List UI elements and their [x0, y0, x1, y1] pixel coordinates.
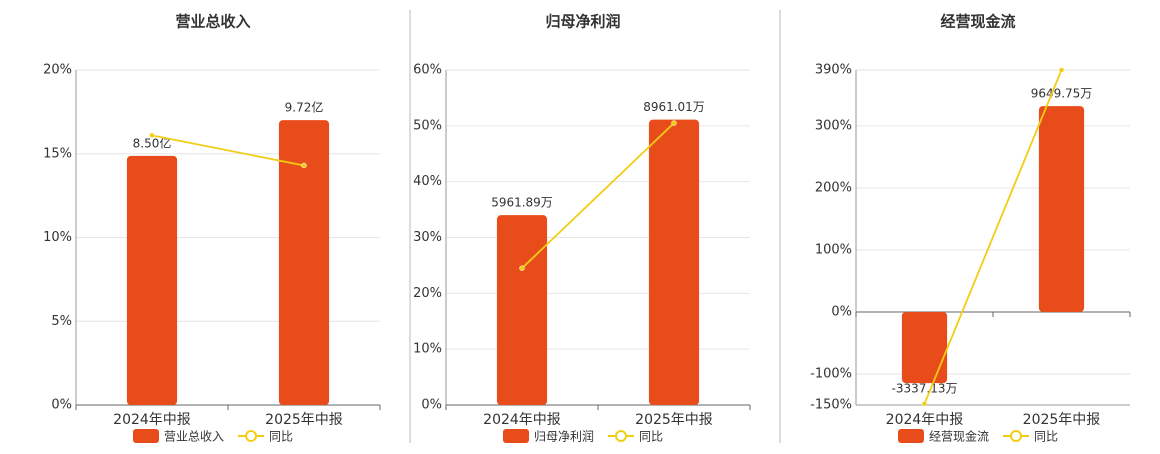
- legend-swatch: [133, 429, 159, 443]
- y-tick-label: 0%: [831, 304, 852, 319]
- line-point: [149, 132, 155, 139]
- legend-swatch: [245, 430, 257, 442]
- bar: [901, 311, 948, 384]
- y-tick-label: 300%: [815, 118, 852, 133]
- line-point: [921, 401, 928, 407]
- y-tick-label: 10%: [413, 342, 442, 357]
- y-tick-label: 60%: [413, 63, 442, 78]
- x-tick-label: 2025年中报: [635, 412, 713, 428]
- bar-value-label: 9.72亿: [285, 100, 324, 115]
- line: [923, 69, 1063, 405]
- legend-label: 营业总收入: [164, 430, 224, 444]
- y-tick-label: -100%: [810, 366, 852, 381]
- bar: [1038, 106, 1085, 312]
- y-tick-label: 5%: [51, 314, 72, 329]
- legend-label: 归母净利润: [534, 430, 594, 444]
- x-tick-label: 2024年中报: [483, 412, 561, 428]
- y-tick-label: 50%: [413, 118, 442, 133]
- bar-value-label: 8961.01万: [643, 100, 705, 114]
- bar-value-label: 8.50亿: [133, 135, 172, 150]
- line: [151, 134, 305, 167]
- legend-swatch: [503, 429, 529, 443]
- bar: [278, 120, 330, 406]
- legend-label: 同比: [1034, 430, 1058, 444]
- y-tick-label: 20%: [43, 63, 72, 78]
- y-tick-label: 0%: [51, 398, 72, 413]
- legend-swatch: [1010, 430, 1022, 442]
- line-point: [301, 162, 307, 169]
- legend-swatch: [615, 430, 627, 442]
- y-tick-label: 15%: [43, 146, 72, 161]
- y-tick-label: 10%: [43, 230, 72, 245]
- y-tick-label: 40%: [413, 174, 442, 189]
- bar: [126, 155, 178, 405]
- bar: [496, 215, 548, 405]
- line-point: [671, 120, 677, 126]
- y-tick-label: -150%: [810, 398, 852, 413]
- chart-title: 归母净利润: [545, 13, 620, 31]
- x-tick-label: 2024年中报: [886, 412, 964, 428]
- y-tick-label: 20%: [413, 286, 442, 301]
- bar-value-label: -3337.13万: [892, 382, 958, 396]
- y-tick-label: 200%: [815, 180, 852, 195]
- legend-label: 同比: [639, 430, 663, 444]
- x-tick-label: 2025年中报: [1023, 412, 1101, 428]
- legend-swatch: [898, 429, 924, 443]
- y-tick-label: 0%: [421, 398, 442, 413]
- legend-label: 经营现金流: [929, 429, 989, 444]
- x-tick-label: 2024年中报: [113, 412, 191, 428]
- bar-value-label: 5961.89万: [491, 196, 553, 210]
- bar: [648, 119, 700, 405]
- y-tick-label: 100%: [815, 242, 852, 257]
- line: [521, 122, 675, 269]
- x-tick-label: 2025年中报: [265, 412, 343, 428]
- legend-label: 同比: [269, 430, 293, 444]
- line-point: [519, 265, 525, 271]
- chart-title: 经营现金流: [940, 13, 1015, 31]
- line-point: [1058, 67, 1065, 73]
- chart-title: 营业总收入: [175, 13, 250, 31]
- bar-value-label: 9649.75万: [1031, 87, 1093, 101]
- y-tick-label: 30%: [413, 230, 442, 245]
- y-tick-label: 390%: [815, 63, 852, 78]
